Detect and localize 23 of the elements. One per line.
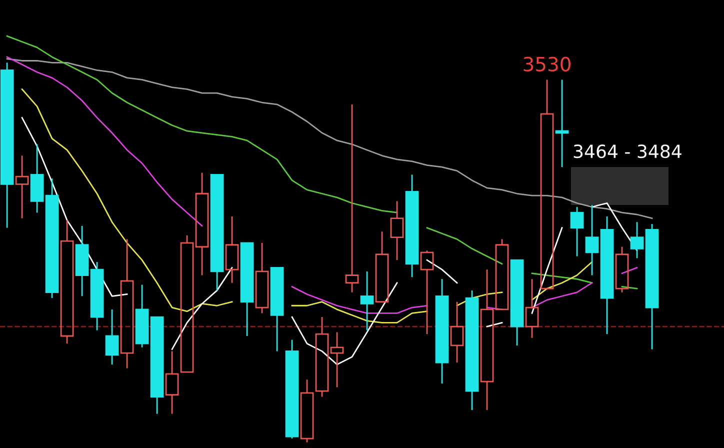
candlestick bbox=[120, 238, 134, 369]
candlestick bbox=[225, 216, 239, 284]
candlestick bbox=[345, 104, 359, 294]
candlestick bbox=[450, 301, 464, 364]
candlestick bbox=[525, 278, 539, 339]
candlestick bbox=[435, 278, 449, 384]
candlestick bbox=[195, 172, 209, 276]
candlestick bbox=[405, 174, 419, 278]
candlestick bbox=[555, 79, 569, 168]
candlestick bbox=[105, 308, 119, 366]
candlestick bbox=[15, 154, 29, 219]
annotation: 3530 bbox=[524, 56, 570, 72]
candlestick bbox=[330, 332, 344, 388]
band-label: 3464 - 3484 bbox=[574, 144, 682, 158]
candlestick bbox=[360, 270, 374, 331]
candlestick bbox=[630, 221, 644, 259]
candlestick bbox=[480, 268, 494, 411]
candlestick bbox=[75, 225, 89, 297]
candlestick bbox=[600, 216, 614, 335]
candlestick bbox=[585, 204, 599, 276]
candlestick bbox=[390, 200, 404, 261]
candlestick bbox=[165, 350, 179, 415]
candlestick bbox=[30, 144, 44, 214]
